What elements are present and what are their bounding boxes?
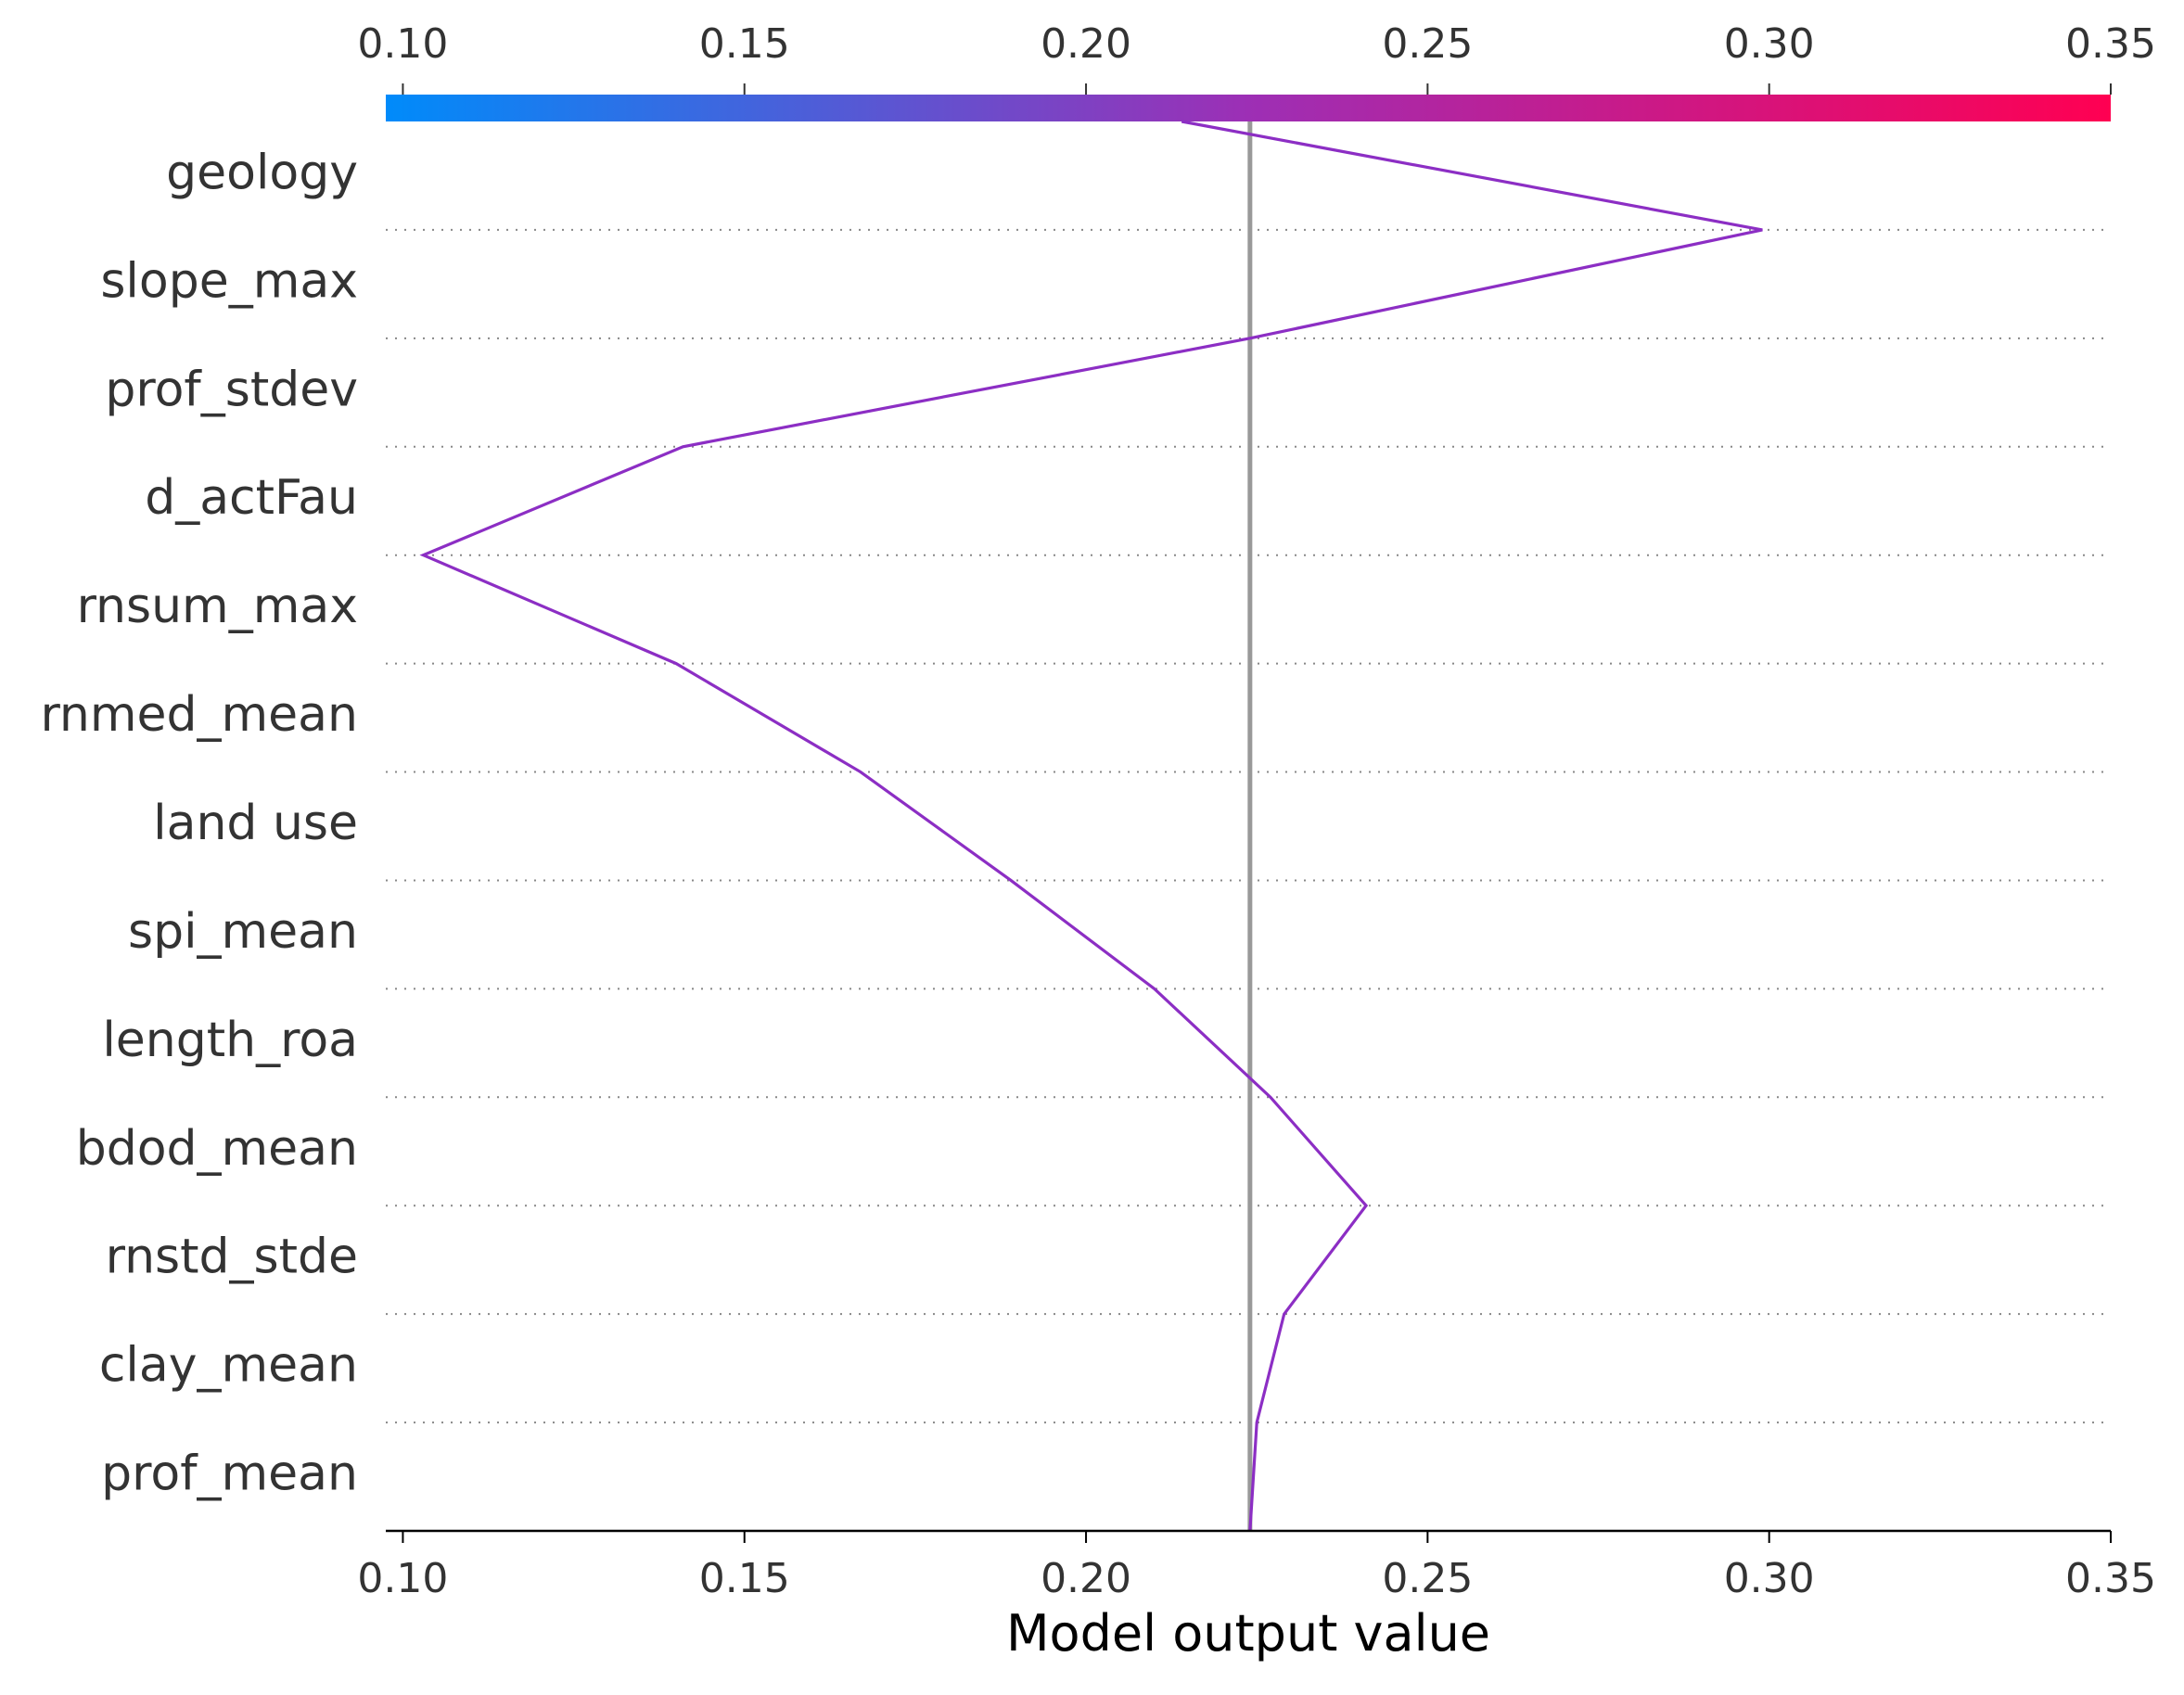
feature-label: spi_mean (128, 904, 358, 960)
colorbar-tick-label: 0.35 (2065, 20, 2156, 68)
colorbar (386, 95, 2111, 121)
x-tick-label: 0.15 (699, 1555, 790, 1602)
feature-label: slope_max (100, 253, 358, 309)
decision-path-line (419, 120, 1763, 1532)
colorbar-tick-label: 0.10 (357, 20, 448, 68)
x-tick-label: 0.30 (1724, 1555, 1815, 1602)
x-tick-label: 0.20 (1041, 1555, 1131, 1602)
x-tick-label: 0.25 (1382, 1555, 1473, 1602)
feature-label: prof_mean (101, 1446, 358, 1502)
feature-label: bdod_mean (76, 1121, 358, 1177)
feature-label: prof_stdev (105, 362, 358, 417)
feature-label: rnmed_mean (40, 687, 358, 743)
colorbar-tick-label: 0.30 (1724, 20, 1815, 68)
feature-label: geology (166, 145, 358, 200)
x-axis-ticks: 0.10 0.15 0.20 0.25 0.30 0.35 (357, 1531, 2156, 1602)
feature-label: rnstd_stde (106, 1230, 358, 1285)
feature-label: land use (153, 796, 358, 851)
feature-label: clay_mean (99, 1338, 358, 1394)
colorbar-tick-label: 0.25 (1382, 20, 1473, 68)
x-tick-label: 0.35 (2065, 1555, 2156, 1602)
x-tick-label: 0.10 (357, 1555, 448, 1602)
colorbar-tick-label: 0.15 (699, 20, 790, 68)
feature-label: rnsum_max (77, 579, 358, 634)
x-axis-label: Model output value (1006, 1604, 1490, 1663)
feature-labels: geology slope_max prof_stdev d_actFau rnsum_… (40, 145, 358, 1501)
feature-label: length_roa (102, 1013, 358, 1068)
colorbar-ticks: 0.10 0.15 0.20 0.25 0.30 0.35 (357, 20, 2156, 95)
colorbar-tick-label: 0.20 (1041, 20, 1131, 68)
feature-label: d_actFau (145, 470, 358, 526)
